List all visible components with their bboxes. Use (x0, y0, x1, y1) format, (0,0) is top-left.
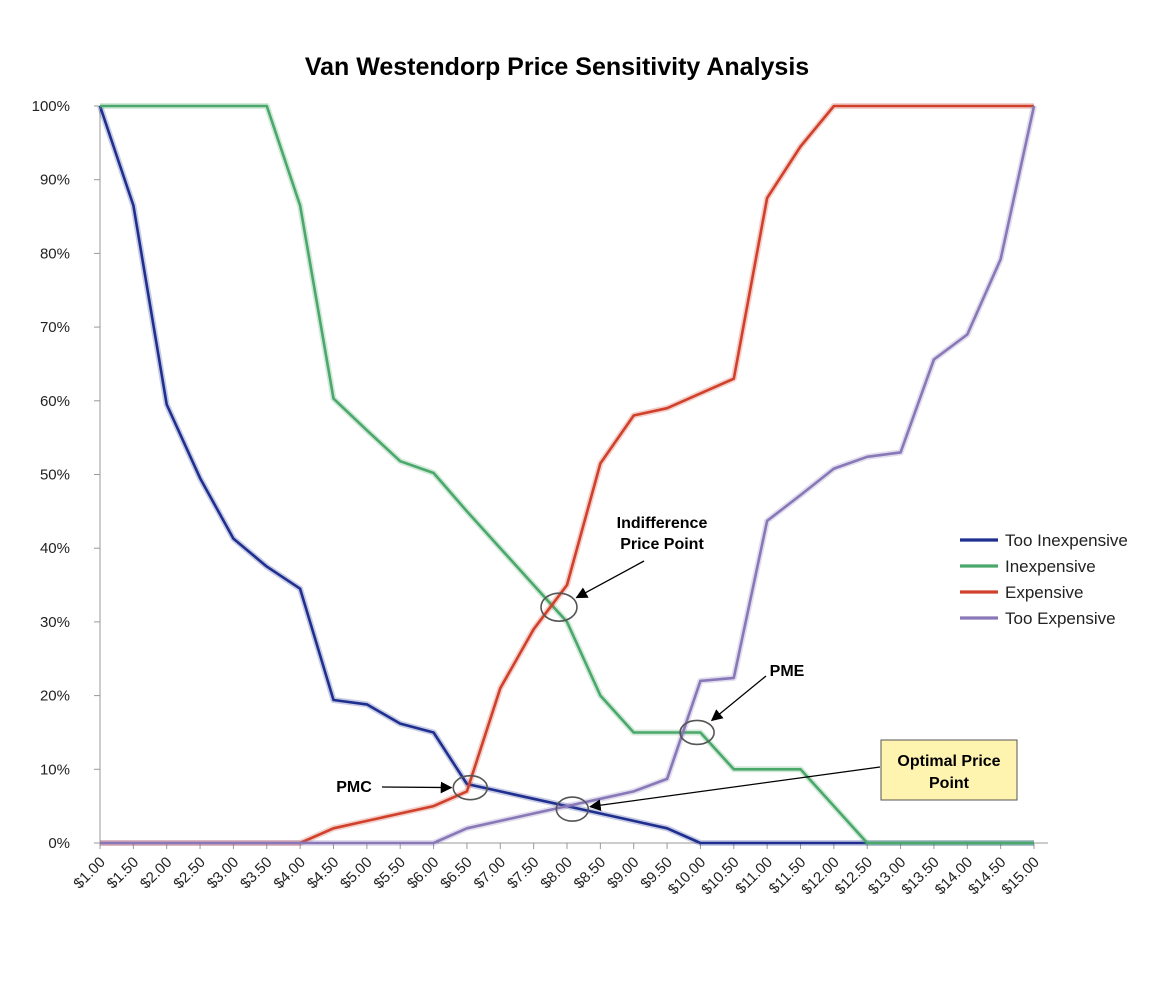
annotation-circle-indifference (540, 592, 578, 622)
y-tick-label: 40% (40, 540, 70, 557)
x-tick-label: $15.00 (998, 854, 1042, 898)
series-line-expensive (100, 104, 1034, 845)
y-tick-label: 30% (40, 614, 70, 631)
y-tick-label: 80% (40, 245, 70, 262)
series-line-inexpensive (100, 104, 1034, 845)
legend-label: Inexpensive (1005, 557, 1096, 576)
x-tick-label: $7.00 (471, 854, 510, 893)
y-tick-label: 10% (40, 761, 70, 778)
annotation-label-pme: PME (770, 663, 805, 680)
annotation-label-optimal: Optimal Price (897, 753, 1000, 770)
x-tick-label: $4.50 (304, 854, 343, 893)
x-tick-label: $1.00 (70, 854, 109, 893)
x-tick-label: $2.50 (170, 854, 209, 893)
series-shadow-2 (100, 103, 1034, 846)
annotation-label-indifference: Price Point (620, 536, 704, 553)
y-tick-label: 0% (48, 835, 70, 852)
x-tick-label: $1.50 (104, 854, 143, 893)
annotation-label-indifference: Indifference (617, 515, 708, 532)
annotation-circle-pme (679, 719, 715, 746)
x-tick-label: $8.00 (537, 854, 576, 893)
series-line-too-expensive (100, 105, 1036, 845)
annotation-label-pmc: PMC (336, 779, 372, 796)
y-tick-label: 20% (40, 688, 70, 705)
series-shadow-1 (100, 103, 1034, 846)
chart-title: Van Westendorp Price Sensitivity Analysi… (305, 53, 809, 81)
legend-label: Too Expensive (1005, 609, 1116, 628)
annotation-circle-optimal (555, 796, 590, 822)
series-shadow-0 (97, 105, 1034, 846)
annotation-box-optimal (880, 739, 1018, 801)
y-tick-label: 100% (32, 98, 70, 115)
annotation-arrow-indifference (575, 560, 645, 599)
x-tick-label: $2.00 (137, 854, 176, 893)
y-tick-label: 50% (40, 467, 70, 484)
series-shadow-3 (100, 105, 1037, 846)
y-tick-label: 90% (40, 172, 70, 189)
y-tick-label: 70% (40, 319, 70, 336)
x-tick-label: $6.50 (437, 854, 476, 893)
annotation-arrow-pme (710, 675, 767, 722)
x-tick-label: $7.50 (504, 854, 543, 893)
legend-label: Expensive (1005, 583, 1083, 602)
x-tick-label: $4.00 (270, 854, 309, 893)
annotation-circle-pmc (452, 774, 489, 801)
x-tick-label: $9.00 (604, 854, 643, 893)
x-tick-label: $8.50 (571, 854, 610, 893)
series-line-too-inexpensive (98, 105, 1034, 845)
x-tick-label: $6.00 (404, 854, 443, 893)
y-tick-label: 60% (40, 393, 70, 410)
x-tick-label: $10.50 (698, 854, 742, 898)
x-tick-label: $5.00 (337, 854, 376, 893)
series-layer (97, 103, 1037, 846)
legend: Too Inexpensive Inexpensive Expensive Too E… (960, 531, 1128, 628)
annotation-label-optimal: Point (929, 775, 970, 792)
legend-label: Too Inexpensive (1005, 531, 1128, 550)
x-tick-label: $3.50 (237, 854, 276, 893)
annotations: Indifference Price Point PME PMC Optimal Pri… (336, 515, 1018, 822)
annotation-arrow-pmc (381, 781, 453, 794)
annotation-arrow-optimal (589, 766, 881, 812)
x-tick-label: $11.00 (732, 854, 776, 898)
x-tick-label: $3.00 (204, 854, 243, 893)
x-tick-label: $5.50 (370, 854, 409, 893)
